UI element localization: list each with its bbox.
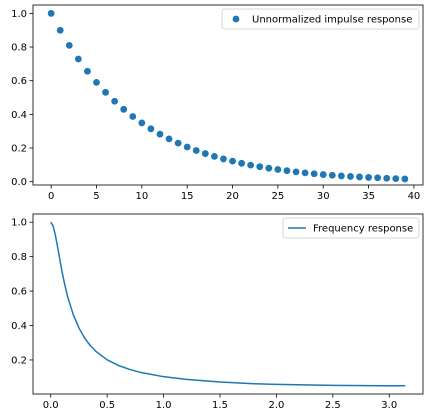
x-tick-label: 5 [93, 191, 99, 202]
data-point [74, 55, 82, 63]
y-tick-label: 0.8 [11, 252, 27, 263]
data-point [65, 41, 73, 49]
data-point [392, 175, 400, 183]
data-point [238, 159, 246, 167]
legend-label: Frequency response [313, 224, 413, 235]
x-tick-label: 10 [135, 191, 148, 202]
x-tick-label: 1.5 [212, 400, 228, 411]
x-tick-label: 2.0 [268, 400, 284, 411]
data-point [93, 78, 100, 86]
data-point [256, 163, 264, 171]
data-point [337, 172, 345, 180]
x-tick-label: 0 [48, 191, 54, 202]
data-point [84, 67, 91, 75]
data-point [174, 139, 182, 147]
legend-marker [232, 15, 240, 23]
data-point [365, 174, 372, 181]
data-point [229, 157, 236, 165]
data-point [347, 173, 354, 180]
series-line [50, 221, 406, 387]
x-tick-label: 3.0 [381, 400, 397, 411]
legend: Frequency response [282, 217, 420, 239]
data-point [310, 170, 318, 178]
data-point [356, 173, 363, 181]
data-point [210, 153, 218, 160]
data-point [201, 150, 209, 157]
y-tick-label: 0.4 [11, 321, 27, 332]
data-point [102, 88, 109, 96]
legend-box [282, 217, 420, 239]
data-point [401, 175, 409, 183]
y-tick-label: 0.6 [11, 287, 27, 298]
x-tick-label: 25 [272, 191, 285, 202]
y-tick-label: 0.8 [11, 43, 27, 54]
y-tick-label: 0.4 [11, 110, 27, 121]
legend-box [221, 8, 420, 30]
x-tick-label: 1.0 [156, 400, 172, 411]
y-tick-label: 0.2 [11, 355, 27, 366]
data-point [183, 143, 191, 151]
data-point [165, 135, 173, 143]
x-tick-label: 0.0 [43, 400, 59, 411]
data-point [147, 125, 155, 133]
x-tick-label: 40 [408, 191, 421, 202]
axes-frame [32, 4, 424, 186]
data-point [111, 97, 119, 105]
data-point [47, 10, 55, 17]
data-point [156, 130, 164, 138]
data-point [274, 166, 282, 173]
legend: Unnormalized impulse response [221, 8, 420, 30]
data-point [328, 171, 336, 179]
x-tick-label: 30 [317, 191, 330, 202]
x-tick-label: 35 [362, 191, 375, 202]
x-tick-label: 15 [181, 191, 194, 202]
data-point [319, 171, 327, 178]
y-tick-label: 1.0 [11, 9, 27, 20]
legend-label: Unnormalized impulse response [252, 15, 412, 26]
data-point [138, 119, 146, 127]
data-point [247, 161, 255, 169]
y-tick-label: 0.2 [11, 143, 27, 154]
data-point [220, 155, 227, 163]
data-point [301, 169, 309, 177]
x-tick-label: 20 [226, 191, 239, 202]
chart-panel-2: 0.0 0.5 1.0 1.5 2.0 2.5 3.0 0.2 0.4 0.6 0.8 1.0 Freq… [11, 213, 424, 411]
data-point [120, 105, 128, 113]
y-tick-label: 1.0 [11, 218, 27, 229]
axes-frame [32, 213, 424, 395]
data-point [283, 167, 291, 175]
data-point [292, 168, 300, 176]
x-tick-label: 0.5 [99, 400, 115, 411]
chart-panel-1: 0 5 10 15 20 25 30 35 40 0.0 0.2 0.4 0.6 0.8 1.0 Unnorm… [11, 4, 424, 202]
data-point [56, 26, 64, 34]
data-point [129, 113, 137, 120]
data-point [265, 164, 273, 172]
x-tick-label: 2.5 [325, 400, 341, 411]
data-point [192, 147, 200, 154]
data-point [374, 174, 382, 182]
data-point [383, 174, 391, 182]
y-tick-label: 0.0 [11, 177, 27, 188]
y-tick-label: 0.6 [11, 76, 27, 87]
